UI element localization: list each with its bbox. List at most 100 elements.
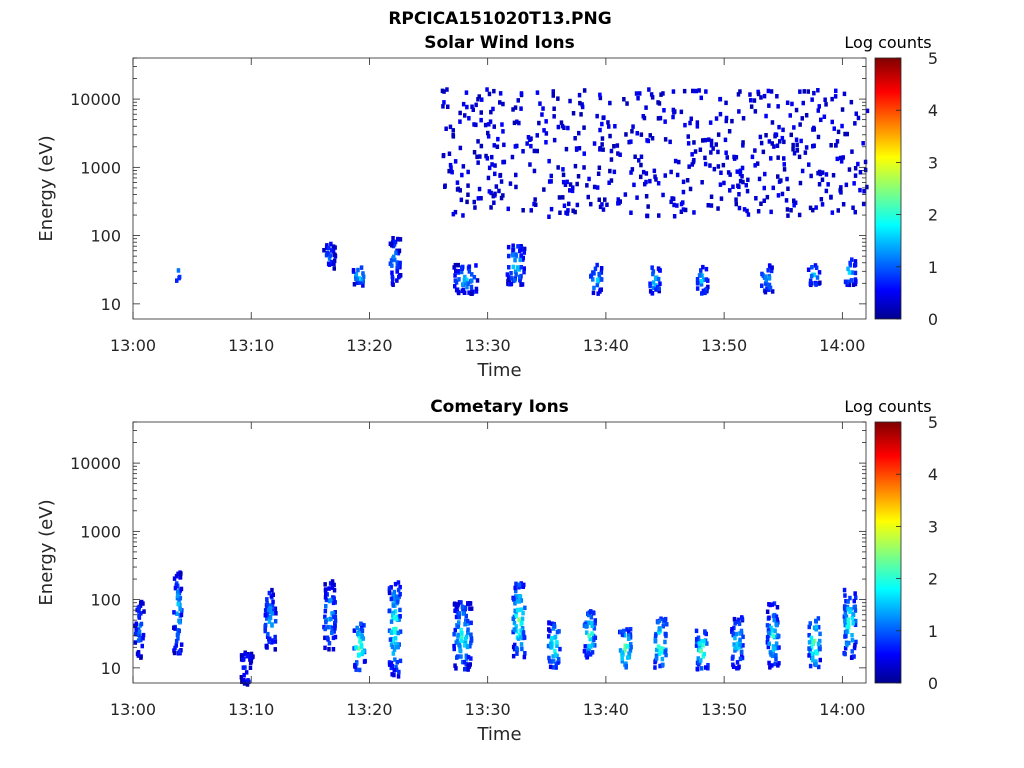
heatmap-cell [770,265,774,270]
colorbar-tick-label: 5 [928,413,938,432]
heatmap-cell [858,170,863,175]
heatmap-cell [564,146,569,152]
heatmap-cell [532,148,537,154]
heatmap-cell [391,638,395,643]
heatmap-cell [360,633,364,639]
heatmap-cell [732,156,737,161]
heatmap-cell [865,108,870,114]
heatmap-cell [392,589,397,595]
heatmap-cell [333,252,337,258]
heatmap-cell [333,618,338,624]
heatmap-cell [521,255,525,261]
heatmap-region [175,268,182,283]
heatmap-cell [467,269,472,274]
heatmap-cell [792,198,796,203]
heatmap-cell [387,608,391,614]
heatmap-cell [465,104,469,110]
heatmap-cell [704,277,709,282]
heatmap-cell [511,253,515,258]
heatmap-cell [556,96,560,101]
heatmap-cell [738,637,742,643]
heatmap-cell [359,644,364,649]
heatmap-cell [519,607,523,612]
heatmap-cell [451,128,455,133]
heatmap-cell [736,617,741,623]
heatmap-cell [263,626,267,632]
heatmap-cell [658,268,662,273]
heatmap-cell [733,648,737,653]
heatmap-cell [514,646,519,651]
heatmap-cell [511,653,516,659]
heatmap-cell [826,182,830,187]
heatmap-cell [709,143,714,148]
heatmap-cell [361,279,365,284]
heatmap-cell [460,172,464,178]
heatmap-cell [654,656,659,661]
heatmap-cell [843,622,847,628]
heatmap-cell [517,120,521,126]
heatmap-cell [329,259,334,265]
heatmap-cell [515,596,519,602]
heatmap-cell [458,644,462,649]
heatmap-cell [492,88,496,94]
heatmap-cell [551,626,556,631]
heatmap-cell [820,202,825,207]
heatmap-cell [813,263,818,268]
heatmap-cell [628,635,633,640]
x-tick-label: 13:40 [583,336,629,355]
heatmap-cell [139,621,144,627]
heatmap-cell [846,599,850,604]
heatmap-cell [469,620,473,626]
heatmap-cell [842,91,847,97]
heatmap-cell [659,92,663,97]
heatmap-cell [326,625,330,630]
heatmap-cell [765,194,770,200]
heatmap-region [695,264,710,296]
heatmap-cell [714,116,719,121]
heatmap-cell [398,629,403,634]
heatmap-cell [491,106,495,112]
heatmap-cell [393,581,398,587]
heatmap-cell [650,95,655,100]
heatmap-cell [568,182,573,187]
heatmap-cell [552,114,556,119]
heatmap-cell [469,284,474,290]
heatmap-cell [551,665,556,670]
heatmap-cell [394,664,398,670]
heatmap-cell [571,111,576,116]
heatmap-cell [766,88,771,94]
y-tick-label: 1000 [80,522,121,541]
heatmap-cell [391,243,396,249]
heatmap-cell [690,162,694,167]
heatmap-cell [798,122,802,127]
heatmap-cell [657,288,661,294]
heatmap-cell [600,202,604,207]
heatmap-cell [561,167,565,172]
heatmap-cell [690,152,694,157]
heatmap-cell [766,628,771,633]
heatmap-cell [511,107,515,112]
heatmap-cell [692,140,696,145]
heatmap-cell [624,132,628,137]
heatmap-cell [472,275,477,280]
heatmap-cell [639,162,643,168]
heatmap-cell [529,136,533,141]
heatmap-cell [479,110,483,115]
heatmap-cell [515,629,519,634]
heatmap-cell [849,278,854,283]
heatmap-cell [398,237,403,242]
heatmap-cell [589,201,593,207]
heatmap-cell [442,89,446,94]
heatmap-cell [778,139,782,144]
x-tick-label: 13:20 [346,700,392,719]
heatmap-cell [612,144,616,149]
heatmap-cell [764,278,768,283]
heatmap-cell [469,606,474,611]
heatmap-cell [671,89,676,94]
heatmap-cell [265,597,269,602]
heatmap-region [618,627,633,670]
heatmap-cell [765,623,770,628]
heatmap-cell [831,173,836,178]
heatmap-cell [396,587,401,593]
heatmap-cell [577,146,582,151]
